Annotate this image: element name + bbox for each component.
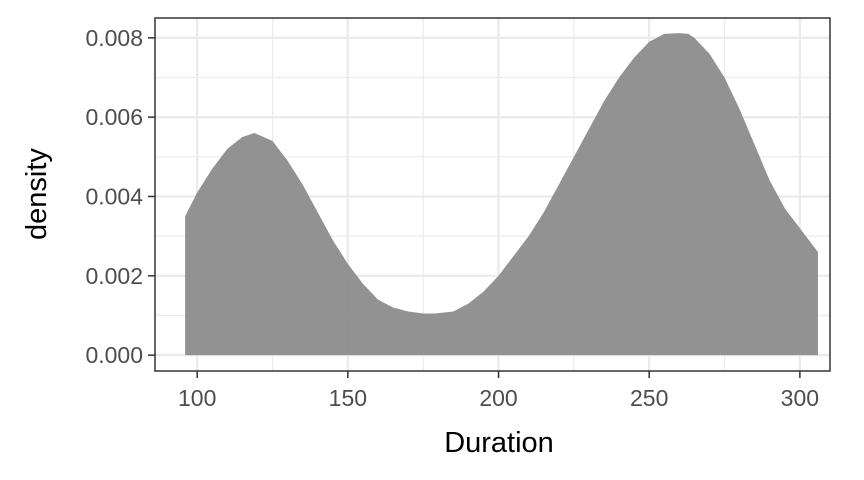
x-tick-label-150: 150 (329, 385, 367, 411)
x-tick-label-200: 200 (479, 385, 517, 411)
y-tick-label-1: 0.002 (85, 263, 143, 289)
x-tick-label-100: 100 (178, 385, 216, 411)
x-tick-label-250: 250 (630, 385, 668, 411)
tick-labels: 100 150 200 250 300 0.000 0.002 0.004 0.006 0.008 (85, 25, 819, 411)
x-axis-title: Duration (444, 427, 554, 459)
x-tick-label-300: 300 (781, 385, 819, 411)
y-tick-label-4: 0.008 (85, 25, 143, 51)
y-axis-title: density (21, 148, 53, 240)
y-tick-label-2: 0.004 (85, 183, 143, 209)
density-area-layer (185, 33, 818, 356)
y-tick-label-3: 0.006 (85, 104, 143, 130)
density-area (185, 33, 818, 356)
axis-ticks (148, 37, 801, 378)
y-tick-label-0: 0.000 (85, 342, 143, 368)
plot-panel-border (154, 17, 831, 372)
